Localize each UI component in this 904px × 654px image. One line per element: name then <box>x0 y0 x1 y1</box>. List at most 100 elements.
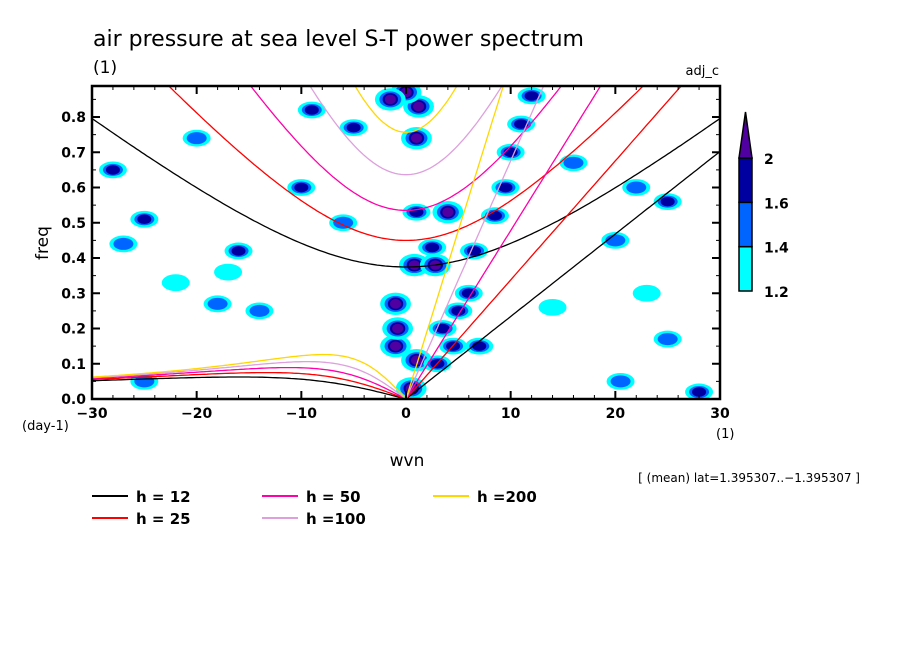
peak-level-3 <box>137 214 152 225</box>
colorbar-label: 1.6 <box>764 196 789 212</box>
spectral-peak <box>432 200 464 224</box>
peak-level-3 <box>692 387 707 397</box>
spectral-peak <box>203 295 232 313</box>
spectral-peak <box>287 179 316 196</box>
colorbar-label: 1.2 <box>764 285 789 301</box>
spectral-peak <box>559 154 588 172</box>
spectral-peak <box>374 88 406 111</box>
spectral-peak <box>465 337 494 355</box>
peak-level-3 <box>461 288 476 299</box>
x-units-label: (1) <box>716 427 734 442</box>
peak-level-3 <box>425 242 440 253</box>
peak-level-4 <box>442 207 454 217</box>
legend: h = 12 h = 25 h = 50 h =100 h =200 <box>92 488 537 528</box>
peak-level-2 <box>186 132 207 145</box>
legend-item: h =200 <box>433 488 537 506</box>
peak-level-2 <box>610 375 631 388</box>
inertia-gravity-curve-h50 <box>249 86 563 212</box>
peak-level-3 <box>346 122 361 133</box>
legend-item: h = 25 <box>92 510 191 528</box>
colorbar-segment <box>738 201 753 248</box>
spectral-peak <box>339 119 368 136</box>
y-tick-label: 0.1 <box>61 357 86 373</box>
kelvin-curve-h12 <box>405 150 720 399</box>
y-tick-label: 0.5 <box>61 216 86 232</box>
peak-level-4 <box>408 260 420 270</box>
peak-level-3 <box>435 323 450 334</box>
peak-level-4 <box>392 323 404 334</box>
peak-level-2 <box>113 237 134 250</box>
spectral-peak <box>653 330 682 348</box>
y-tick-label: 0.4 <box>61 251 86 267</box>
spectral-peak <box>297 101 326 119</box>
spectral-peak <box>418 239 447 256</box>
colorbar: 1.2 1.4 1.6 2 <box>738 111 789 301</box>
legend-item: h = 12 <box>92 488 191 506</box>
spectral-peak <box>480 207 509 225</box>
spectral-peak <box>653 193 682 211</box>
spectral-peak <box>428 320 457 337</box>
y-tick-label: 0.7 <box>61 145 86 161</box>
spectral-peak <box>606 372 635 390</box>
colorbar-segment <box>738 245 753 292</box>
peak-level-1 <box>214 263 243 281</box>
spectral-peak <box>402 203 431 221</box>
peak-level-3 <box>231 246 246 256</box>
spectral-peak <box>130 210 159 228</box>
x-tick-label: 10 <box>501 406 521 422</box>
x-tick-label: −30 <box>76 406 107 422</box>
inertia-gravity-curve-h100 <box>309 86 503 176</box>
y-tick-label: 0.2 <box>61 322 86 338</box>
peak-level-3 <box>487 210 502 221</box>
peak-level-1 <box>161 274 190 292</box>
spectral-peak <box>496 143 525 161</box>
peak-level-4 <box>410 133 422 143</box>
y-axis: 0.0 0.1 0.2 0.3 0.4 0.5 0.6 0.7 0.8 <box>61 98 720 408</box>
x-tick-label: 20 <box>606 406 626 422</box>
x-tick-label: 0 <box>401 406 411 422</box>
legend-label: h = 25 <box>136 510 191 528</box>
legend-item: h =100 <box>262 510 366 528</box>
y-tick-label: 0.6 <box>61 181 86 197</box>
legend-label: h = 12 <box>136 488 191 506</box>
spectral-peak <box>454 284 483 302</box>
spectral-peak <box>491 179 520 196</box>
dispersion-curves <box>92 86 720 399</box>
colorbar-extend-triangle <box>738 111 753 159</box>
peak-level-2 <box>333 216 354 229</box>
peak-level-2 <box>605 234 626 247</box>
peak-level-3 <box>498 182 513 193</box>
peak-level-4 <box>413 101 425 112</box>
peak-level-4 <box>384 94 396 105</box>
rossby-curve-h12 <box>92 376 407 399</box>
x-tick-label: −10 <box>286 406 317 422</box>
legend-label: h = 50 <box>306 488 361 506</box>
peak-level-3 <box>472 341 487 351</box>
spectral-peak <box>109 235 138 253</box>
units-label: (1) <box>93 58 117 78</box>
spectral-peak <box>380 292 411 316</box>
rossby-curve-h200 <box>92 353 407 399</box>
colorbar-label: 2 <box>764 152 774 168</box>
peak-level-3 <box>514 119 529 129</box>
y-tick-label: 0.8 <box>61 110 86 126</box>
peak-level-3 <box>660 196 675 207</box>
rossby-curve-h25 <box>92 371 407 399</box>
legend-item: h = 50 <box>262 488 361 506</box>
spectral-peak <box>622 179 651 196</box>
x-tick-label: −20 <box>181 406 212 422</box>
peak-level-3 <box>294 182 309 193</box>
peak-level-2 <box>563 156 584 169</box>
y-axis-label: freq <box>33 226 53 260</box>
y-tick-label: 0.3 <box>61 286 86 302</box>
rossby-curve-h100 <box>92 360 407 399</box>
spectral-peak <box>517 87 546 105</box>
peak-level-2 <box>249 304 270 317</box>
rossby-curve-h50 <box>92 366 407 399</box>
colorbar-label: 1.4 <box>764 241 789 257</box>
inertia-gravity-curve-h12 <box>92 117 720 268</box>
spectral-peak <box>182 129 211 147</box>
spectral-peak <box>98 161 127 179</box>
colorbar-segment <box>738 157 753 204</box>
